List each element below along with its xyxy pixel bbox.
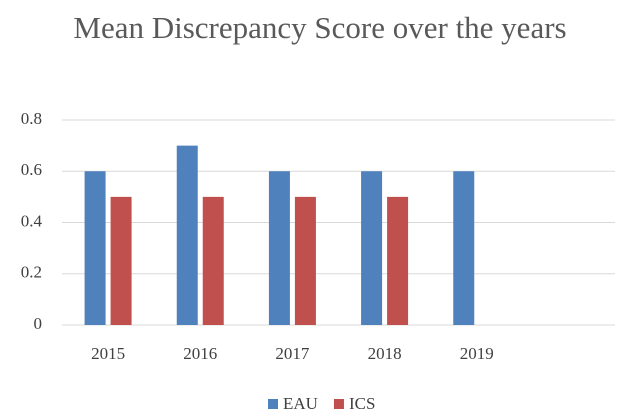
bar: [294, 196, 316, 325]
bar: [84, 171, 106, 325]
bar: [202, 196, 224, 325]
x-tick-label: 2016: [183, 344, 217, 363]
y-tick-label: 0: [34, 314, 43, 333]
chart-title: Mean Discrepancy Score over the years: [73, 10, 567, 45]
bar: [268, 171, 290, 325]
bar: [387, 196, 409, 325]
x-tick-label: 2019: [460, 344, 494, 363]
legend-swatch: [268, 399, 278, 409]
bar: [176, 145, 198, 325]
legend-swatch: [333, 399, 344, 409]
x-tick-label: 2015: [91, 344, 125, 363]
x-tick-label: 2017: [275, 344, 310, 363]
bar: [361, 171, 383, 325]
y-tick-label: 0.4: [21, 211, 43, 230]
y-tick-label: 0.6: [21, 160, 42, 179]
bar: [453, 171, 475, 325]
bar: [110, 196, 132, 325]
legend-label: ICS: [349, 394, 375, 413]
y-tick-label: 0.2: [21, 263, 42, 282]
x-tick-label: 2018: [368, 344, 402, 363]
legend-label: EAU: [283, 394, 318, 413]
y-tick-label: 0.8: [21, 109, 42, 128]
